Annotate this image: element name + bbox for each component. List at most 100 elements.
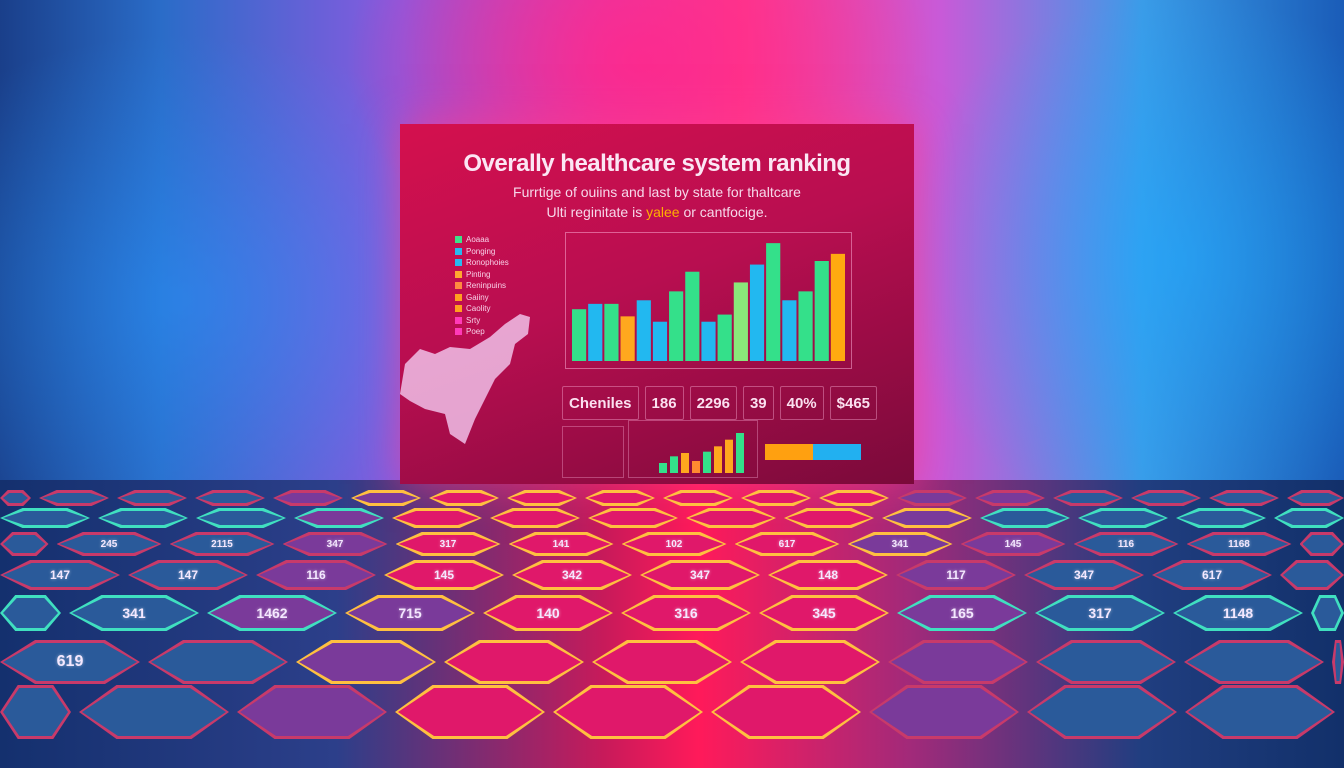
legend-item: Caolity — [455, 303, 509, 315]
hex-tile — [1209, 490, 1279, 506]
legend-label: Ronophoies — [466, 258, 509, 267]
hex-tile: 617 — [734, 532, 840, 556]
chart-legend: Aoaaa Ponging Ronophoies Pinting Reninpuins G… — [455, 234, 509, 338]
hex-tile: 341 — [69, 595, 199, 631]
tile-number: 617 — [778, 538, 796, 550]
hex-tile — [148, 640, 288, 684]
hex-tile: 347 — [282, 532, 388, 556]
tile-number: 347 — [1073, 568, 1095, 582]
tile-number: 316 — [674, 605, 698, 621]
hex-tile: 341 — [847, 532, 953, 556]
bar — [620, 316, 635, 361]
tile-number: 2115 — [211, 538, 233, 550]
hex-tile — [897, 490, 967, 506]
tile-number: 245 — [100, 538, 118, 550]
bar — [701, 321, 716, 361]
tile-number: 147 — [49, 568, 71, 582]
hex-tile — [882, 508, 972, 528]
stat-value: 40% — [779, 386, 824, 420]
bar — [717, 314, 732, 361]
tile-number: 347 — [326, 538, 344, 550]
legend-swatch — [455, 282, 462, 290]
tile-number: 117 — [946, 568, 966, 582]
mini-bar — [670, 456, 678, 473]
subtitle-highlight: yalee — [646, 204, 680, 220]
legend-item: Poep — [455, 326, 509, 338]
hex-tile — [79, 685, 229, 739]
legend-label: Caolity — [466, 304, 491, 313]
tile-number: 1462 — [256, 605, 288, 621]
stat-value: 39 — [742, 386, 774, 420]
bar — [749, 264, 765, 361]
tile-number: 317 — [1088, 605, 1112, 621]
hex-tile — [0, 490, 31, 506]
hex-tile — [711, 685, 861, 739]
bar — [669, 291, 684, 361]
hex-tile — [1176, 508, 1266, 528]
stat-value: 186 — [644, 386, 684, 420]
stat-value: 2296 — [689, 386, 737, 420]
legend-swatch — [455, 259, 462, 267]
hex-tile: 147 — [128, 560, 248, 590]
legend-item: Ponging — [455, 246, 509, 258]
hex-tile — [1332, 640, 1344, 684]
hex-tile — [553, 685, 703, 739]
hex-tile — [117, 490, 187, 506]
hex-tile — [507, 490, 577, 506]
tile-number: 317 — [439, 538, 457, 550]
legend-item: Srty — [455, 315, 509, 327]
hex-tile — [0, 685, 71, 739]
hex-tile — [429, 490, 499, 506]
hex-tile — [741, 490, 811, 506]
mini-bar — [659, 463, 667, 473]
hex-tile — [663, 490, 733, 506]
state-map-icon — [400, 314, 530, 444]
hex-tile — [1053, 490, 1123, 506]
hex-tile — [869, 685, 1019, 739]
hex-tile — [392, 508, 482, 528]
hex-tile: 2115 — [169, 532, 275, 556]
hex-tile — [444, 640, 584, 684]
legend-swatch — [455, 305, 462, 313]
hex-tile — [39, 490, 109, 506]
hex-tile: 1148 — [1173, 595, 1303, 631]
hex-tile: 148 — [768, 560, 888, 590]
hex-tile — [1027, 685, 1177, 739]
hex-tile — [980, 508, 1070, 528]
hex-tile — [98, 508, 188, 528]
legend-swatch — [455, 247, 462, 255]
tile-number: 145 — [433, 568, 455, 582]
bar-chart — [565, 232, 852, 369]
board-subtitle-2: Ulti reginitate is yalee or cantfocige. — [400, 204, 914, 220]
legend-swatch — [455, 316, 462, 324]
bar — [572, 309, 587, 361]
tile-number: 342 — [561, 568, 583, 582]
stat-value: Cheniles — [562, 386, 639, 420]
tile-number: 347 — [689, 568, 711, 582]
stat-value: $465 — [829, 386, 878, 420]
hex-tile — [784, 508, 874, 528]
subtitle-text-a: Ulti reginitate is — [546, 204, 647, 220]
bar — [604, 303, 619, 361]
legend-item: Pinting — [455, 269, 509, 281]
hex-tile — [740, 640, 880, 684]
tile-number: 145 — [1004, 538, 1022, 550]
bar — [766, 243, 781, 361]
bar — [830, 253, 845, 361]
hex-tile: 145 — [384, 560, 504, 590]
legend-swatch — [455, 236, 462, 244]
bar — [652, 321, 668, 361]
tile-number: 116 — [306, 568, 326, 582]
hex-tile — [351, 490, 421, 506]
hex-tile — [1287, 490, 1344, 506]
hex-tile: 165 — [897, 595, 1027, 631]
hex-tile — [1274, 508, 1344, 528]
hex-tile: 116 — [1073, 532, 1179, 556]
hex-tile — [592, 640, 732, 684]
bar — [685, 271, 700, 361]
hex-tile: 316 — [621, 595, 751, 631]
hex-tile — [490, 508, 580, 528]
hex-tile — [0, 508, 90, 528]
tile-number: 345 — [812, 605, 836, 621]
tile-number: 1148 — [1222, 605, 1254, 621]
